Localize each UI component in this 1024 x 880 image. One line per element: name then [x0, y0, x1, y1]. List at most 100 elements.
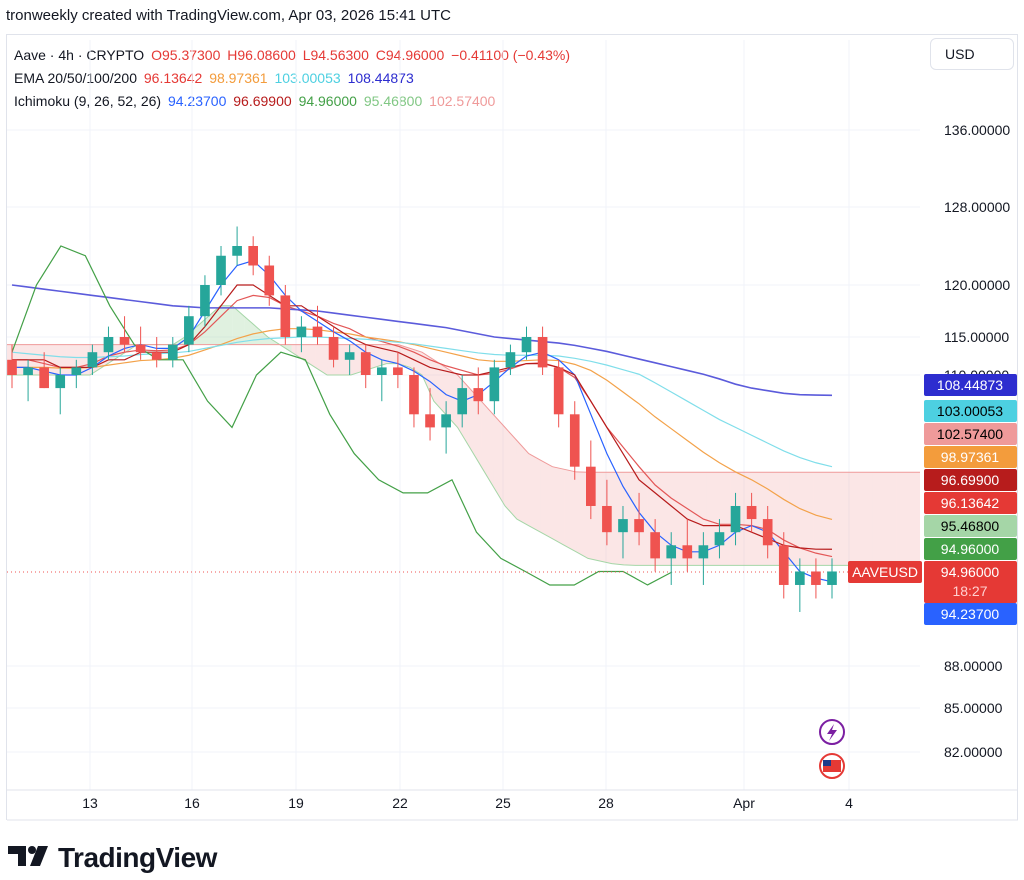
legend-tenkan: 94.23700	[167, 93, 227, 109]
candle-body	[762, 519, 773, 546]
cloud-segment	[481, 401, 494, 487]
candle-body	[135, 344, 146, 353]
cloud-segment	[564, 469, 577, 552]
y-tick-label: 88.00000	[944, 658, 1003, 674]
price-badge-label: 103.00053	[937, 403, 1003, 419]
candle-body	[87, 352, 98, 368]
legend-span-a: 95.46800	[363, 93, 423, 109]
symbol-tag-label: AAVEUSD	[852, 564, 918, 580]
cloud-segment	[671, 472, 683, 566]
price-badge	[924, 538, 1017, 560]
cloud-segment	[386, 344, 399, 364]
x-tick-label: 13	[82, 795, 98, 811]
cloud-segment	[576, 471, 588, 559]
candle-body	[55, 375, 66, 389]
y-tick-label: 128.00000	[944, 199, 1010, 215]
legend-ema-row: EMA 20/50/100/200 96.13642 98.97361 103.…	[14, 67, 573, 90]
candle-body	[71, 367, 82, 375]
price-badge	[924, 561, 1017, 603]
cloud-segment	[801, 472, 814, 566]
chikou-line	[11, 245, 673, 586]
currency-button[interactable]: USD	[930, 38, 1014, 70]
candle-body	[167, 344, 178, 360]
tradingview-logo-icon	[8, 842, 52, 877]
candle-body	[328, 337, 339, 360]
chart-header: tronweekly created with TradingView.com,…	[6, 7, 451, 24]
footer-brand-name: TradingView	[58, 842, 217, 873]
legend-chikou: 94.96000	[298, 93, 357, 109]
candle-body	[312, 326, 323, 337]
x-tick-label: 25	[495, 795, 511, 811]
price-badge-label: 102.57400	[937, 426, 1003, 442]
legend-span-b: 102.57400	[429, 93, 496, 109]
legend-open: O95.37300	[151, 47, 221, 63]
candle-body	[521, 337, 532, 353]
cloud-segment	[872, 472, 885, 566]
candle-body	[746, 505, 757, 520]
y-tick-label: 136.00000	[944, 122, 1010, 138]
price-badge	[924, 400, 1017, 422]
y-tick-label: 82.00000	[944, 744, 1003, 760]
cloud-segment	[220, 305, 233, 345]
candle-body	[264, 265, 275, 296]
flag-canton-icon	[823, 760, 831, 766]
cloud-segment	[208, 305, 221, 345]
legend-ema-title[interactable]: EMA 20/50/100/200	[14, 70, 137, 86]
ema-20-line	[12, 294, 833, 558]
legend-close: C94.96000	[375, 47, 445, 63]
candle-body	[360, 352, 371, 375]
cloud-segment	[232, 305, 245, 345]
cloud-segment	[623, 472, 636, 566]
candle-body	[489, 367, 500, 402]
price-badge	[924, 492, 1017, 514]
cloud-segment	[493, 414, 505, 506]
legend-high: H96.08600	[227, 47, 296, 63]
y-tick-label: 85.00000	[944, 700, 1003, 716]
candle-body	[682, 545, 693, 559]
price-badge	[924, 374, 1017, 396]
legend-ichimoku-title[interactable]: Ichimoku (9, 26, 52, 26)	[14, 93, 162, 109]
candle-body	[39, 367, 49, 389]
candle-body	[811, 571, 821, 585]
legend-ema20: 96.13642	[143, 70, 203, 86]
x-tick-label: 16	[184, 795, 200, 811]
price-badge-label: 98.97361	[941, 449, 1000, 465]
price-badge	[924, 469, 1017, 491]
candle-body	[296, 326, 307, 337]
price-badge	[924, 423, 1017, 445]
cloud-segment	[552, 466, 565, 546]
time-axis: 13 16 19 22 25 28 Apr 4	[7, 789, 1018, 821]
legend-low: L94.56300	[302, 47, 369, 63]
price-badge-label: 95.46800	[941, 518, 1000, 534]
cloud-segment	[682, 472, 695, 566]
cloud-segment	[196, 316, 209, 345]
legend-change: −0.41100 (−0.43%)	[451, 47, 571, 63]
candle-body	[473, 388, 484, 402]
price-badge	[924, 515, 1017, 537]
y-tick-label: 115.00000	[944, 329, 1009, 345]
cloud-segment	[433, 359, 446, 415]
candle-body	[280, 295, 291, 337]
candle-body	[200, 285, 210, 317]
candle-body	[248, 246, 258, 266]
candle-body	[618, 519, 628, 533]
cloud-segment	[837, 472, 849, 566]
legend-symbol[interactable]: Aave · 4h · CRYPTO	[14, 47, 145, 63]
candle-body	[151, 352, 162, 360]
candle-body	[119, 337, 130, 345]
candle-body	[232, 246, 242, 256]
price-badge	[924, 446, 1017, 468]
y-tick-label: 120.00000	[944, 277, 1010, 293]
cloud-segment	[244, 316, 256, 345]
candle-body	[795, 571, 805, 585]
candle-body	[634, 519, 644, 533]
candle-body	[602, 505, 612, 533]
span-b-line	[7, 344, 920, 473]
cloud-segment	[315, 344, 328, 375]
candle-body	[344, 352, 355, 360]
cloud-segment	[718, 472, 731, 566]
candle-body	[698, 545, 709, 559]
chart-frame	[6, 34, 1018, 820]
price-badge-label: 96.13642	[941, 495, 1000, 511]
